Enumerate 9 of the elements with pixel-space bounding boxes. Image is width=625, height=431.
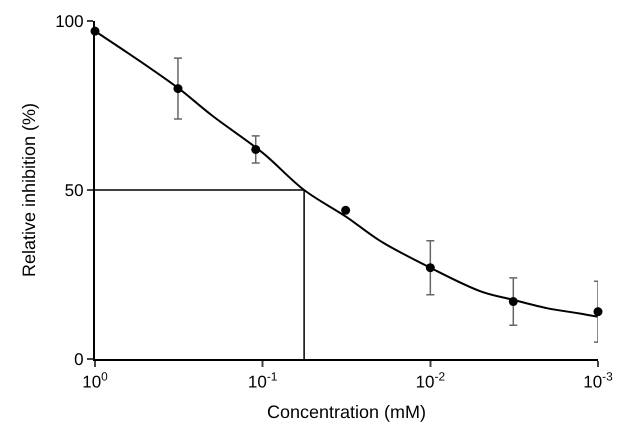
y-axis-title: Relative inhibition (%) <box>18 102 39 278</box>
y-tick-label: 0 <box>74 350 84 369</box>
x-tick-label: 10$^{-3}$ <box>583 369 614 392</box>
x-axis-title: Concentration (mM) <box>266 402 426 422</box>
x-tick-label: 10$^{0}$ <box>82 369 108 392</box>
y-tick-label: 50 <box>64 180 84 200</box>
x-tick-label: 10$^{-1}$ <box>248 369 278 392</box>
x-tick-label: 10$^{-2}$ <box>416 369 446 392</box>
y-tick-label: 100 <box>55 12 84 31</box>
